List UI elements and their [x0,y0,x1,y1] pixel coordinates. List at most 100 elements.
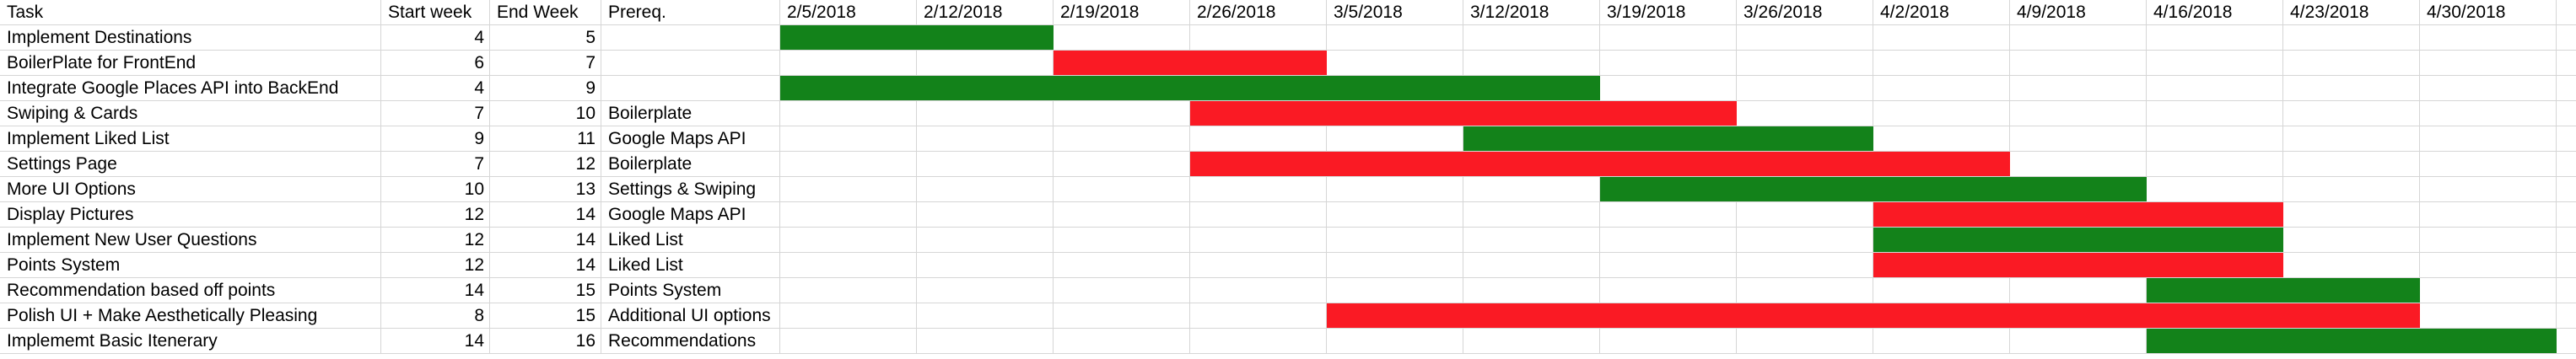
timeline-cell[interactable] [1463,228,1600,253]
start-week-cell[interactable]: 8 [381,303,490,329]
task-name-cell[interactable]: More UI Options [0,177,381,202]
end-week-cell[interactable]: 11 [490,126,601,152]
task-name-cell[interactable]: BoilerPlate for FrontEnd [0,51,381,76]
timeline-cell[interactable] [2283,76,2420,101]
timeline-cell[interactable] [2283,253,2420,278]
timeline-cell[interactable] [2557,228,2576,253]
timeline-cell[interactable] [1190,228,1327,253]
timeline-cell[interactable] [2557,329,2576,354]
end-week-cell[interactable]: 12 [490,152,601,177]
timeline-cell[interactable] [2283,51,2420,76]
task-name-cell[interactable]: Implement New User Questions [0,228,381,253]
timeline-cell[interactable] [2557,278,2576,303]
timeline-cell[interactable] [1054,101,1190,126]
start-week-cell[interactable]: 6 [381,51,490,76]
task-name-cell[interactable]: Swiping & Cards [0,101,381,126]
timeline-cell[interactable] [1873,278,2010,303]
prereq-cell[interactable]: Boilerplate [601,152,780,177]
empty-cell[interactable] [2557,0,2576,25]
timeline-cell[interactable] [2420,51,2557,76]
start-week-cell[interactable]: 14 [381,329,490,354]
timeline-cell[interactable] [2557,25,2576,51]
timeline-cell[interactable] [1600,278,1737,303]
prereq-cell[interactable]: Points System [601,278,780,303]
timeline-cell[interactable] [1463,51,1600,76]
week-header-cell[interactable]: 4/9/2018 [2010,0,2147,25]
timeline-cell[interactable] [2557,51,2576,76]
end-week-cell[interactable]: 14 [490,202,601,228]
task-name-cell[interactable]: Implement Destinations [0,25,381,51]
timeline-cell[interactable] [780,278,917,303]
timeline-cell[interactable] [2147,101,2283,126]
timeline-cell[interactable] [2420,202,2557,228]
week-header-cell[interactable]: 4/30/2018 [2420,0,2557,25]
prereq-cell[interactable]: Liked List [601,228,780,253]
prereq-cell[interactable] [601,76,780,101]
timeline-cell[interactable] [2557,101,2576,126]
timeline-cell[interactable] [1190,25,1327,51]
prereq-cell[interactable]: Google Maps API [601,202,780,228]
column-header-end-week[interactable]: End Week [490,0,601,25]
timeline-cell[interactable] [1463,202,1600,228]
timeline-cell[interactable] [2283,152,2420,177]
timeline-cell[interactable] [1737,329,1873,354]
end-week-cell[interactable]: 13 [490,177,601,202]
timeline-cell[interactable] [1190,177,1327,202]
end-week-cell[interactable]: 10 [490,101,601,126]
end-week-cell[interactable]: 9 [490,76,601,101]
timeline-cell[interactable] [2010,278,2147,303]
start-week-cell[interactable]: 10 [381,177,490,202]
task-name-cell[interactable]: Settings Page [0,152,381,177]
timeline-cell[interactable] [780,253,917,278]
timeline-cell[interactable] [1873,329,2010,354]
week-header-cell[interactable]: 3/5/2018 [1327,0,1463,25]
timeline-cell[interactable] [1054,126,1190,152]
timeline-cell[interactable] [2557,126,2576,152]
timeline-cell[interactable] [2557,253,2576,278]
timeline-cell[interactable] [2283,126,2420,152]
timeline-cell[interactable] [1190,329,1327,354]
start-week-cell[interactable]: 4 [381,25,490,51]
timeline-cell[interactable] [1873,25,2010,51]
column-header-task[interactable]: Task [0,0,381,25]
task-name-cell[interactable]: Integrate Google Places API into BackEnd [0,76,381,101]
timeline-cell[interactable] [1737,51,1873,76]
task-name-cell[interactable]: Implement Liked List [0,126,381,152]
week-header-cell[interactable]: 3/12/2018 [1463,0,1600,25]
timeline-cell[interactable] [917,202,1054,228]
timeline-cell[interactable] [1737,253,1873,278]
timeline-cell[interactable] [917,51,1054,76]
timeline-cell[interactable] [1737,101,1873,126]
timeline-cell[interactable] [780,177,917,202]
timeline-cell[interactable] [1327,253,1463,278]
timeline-cell[interactable] [2420,303,2557,329]
timeline-cell[interactable] [1054,202,1190,228]
timeline-cell[interactable] [2420,76,2557,101]
timeline-cell[interactable] [917,303,1054,329]
timeline-cell[interactable] [2147,25,2283,51]
timeline-cell[interactable] [1737,278,1873,303]
timeline-cell[interactable] [917,228,1054,253]
column-header-prereq[interactable]: Prereq. [601,0,780,25]
timeline-cell[interactable] [2283,228,2420,253]
prereq-cell[interactable]: Additional UI options [601,303,780,329]
timeline-cell[interactable] [917,126,1054,152]
timeline-cell[interactable] [780,228,917,253]
timeline-cell[interactable] [2557,152,2576,177]
timeline-cell[interactable] [780,126,917,152]
timeline-cell[interactable] [2420,126,2557,152]
start-week-cell[interactable]: 4 [381,76,490,101]
start-week-cell[interactable]: 7 [381,101,490,126]
start-week-cell[interactable]: 9 [381,126,490,152]
timeline-cell[interactable] [1327,177,1463,202]
timeline-cell[interactable] [1463,177,1600,202]
timeline-cell[interactable] [1463,25,1600,51]
timeline-cell[interactable] [1327,278,1463,303]
start-week-cell[interactable]: 12 [381,202,490,228]
timeline-cell[interactable] [1463,278,1600,303]
week-header-cell[interactable]: 2/26/2018 [1190,0,1327,25]
timeline-cell[interactable] [917,101,1054,126]
timeline-cell[interactable] [2283,177,2420,202]
timeline-cell[interactable] [1600,202,1737,228]
timeline-cell[interactable] [1327,329,1463,354]
